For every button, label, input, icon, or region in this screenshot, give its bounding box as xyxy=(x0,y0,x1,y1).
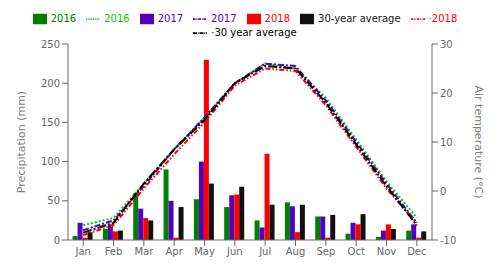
html-text:·2018: ·2018 xyxy=(428,13,458,24)
html-text:30-year average: 30-year average xyxy=(318,13,401,24)
svg-text:0: 0 xyxy=(54,235,60,246)
svg-text:Mar: Mar xyxy=(134,246,154,257)
svg-text:Jul: Jul xyxy=(258,246,271,257)
svg-text:Aug: Aug xyxy=(286,246,306,257)
svg-text:Oct: Oct xyxy=(348,246,365,257)
svg-text:150: 150 xyxy=(41,117,60,128)
svg-text:Jan: Jan xyxy=(74,246,90,257)
svg-text:0: 0 xyxy=(440,186,446,197)
svg-text:100: 100 xyxy=(41,156,60,167)
html-text:·30 year average: ·30 year average xyxy=(211,27,297,38)
svg-text:Feb: Feb xyxy=(105,246,123,257)
svg-text:May: May xyxy=(194,246,215,257)
html-text:2017: 2017 xyxy=(157,13,184,24)
svg-text:10: 10 xyxy=(440,137,453,148)
svg-text:Nov: Nov xyxy=(377,246,397,257)
html-text:2016: 2016 xyxy=(104,13,130,24)
svg-text:30: 30 xyxy=(440,39,453,50)
svg-text:-10: -10 xyxy=(440,235,456,246)
svg-text:Air temperature (°C): Air temperature (°C) xyxy=(472,85,485,198)
svg-text:50: 50 xyxy=(47,195,60,206)
svg-text:Apr: Apr xyxy=(166,246,184,257)
html-text:2016: 2016 xyxy=(50,13,77,24)
svg-text:Jun: Jun xyxy=(226,246,243,257)
svg-text:Dec: Dec xyxy=(407,246,426,257)
svg-text:200: 200 xyxy=(41,78,60,89)
svg-text:20: 20 xyxy=(440,88,453,99)
html-text:2018: 2018 xyxy=(264,13,290,24)
svg-text:Precipitation (mm): Precipitation (mm) xyxy=(15,91,28,193)
svg-text:Sep: Sep xyxy=(316,246,335,257)
html-text:2017: 2017 xyxy=(211,13,237,24)
svg-text:250: 250 xyxy=(41,39,60,50)
